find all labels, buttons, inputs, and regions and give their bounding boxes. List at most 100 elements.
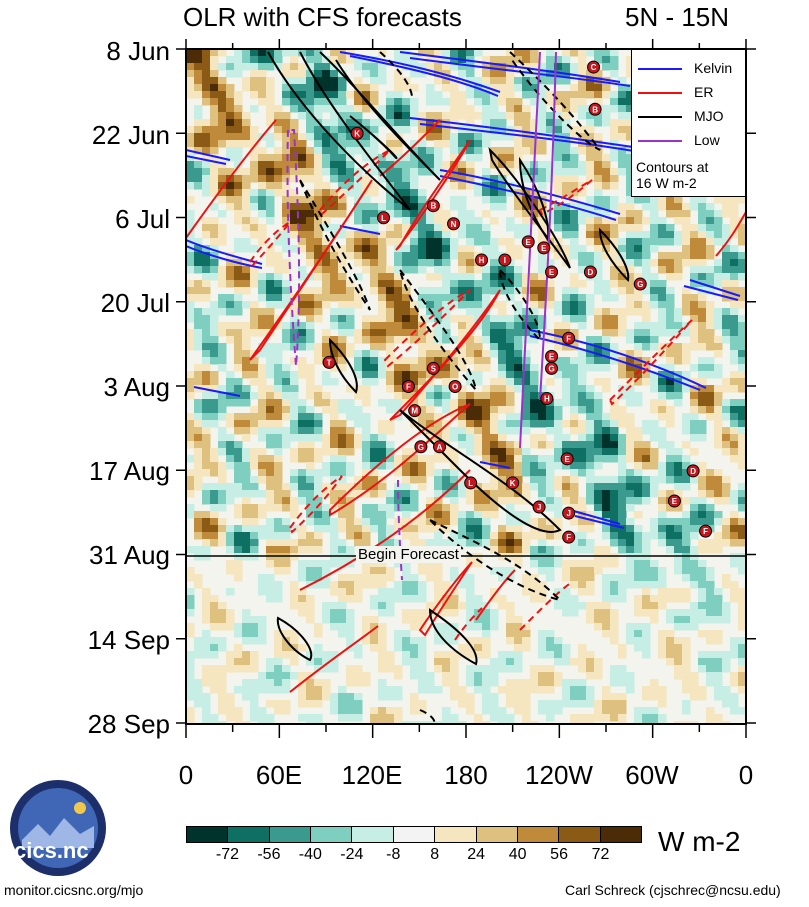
- olr-cell: [738, 672, 746, 680]
- olr-cell: [690, 252, 699, 260]
- olr-cell: [554, 154, 563, 162]
- olr-cell: [482, 238, 491, 246]
- olr-cell: [218, 112, 227, 120]
- olr-cell: [210, 637, 219, 645]
- olr-cell: [642, 378, 651, 386]
- olr-cell: [258, 315, 267, 323]
- olr-cell: [402, 294, 411, 302]
- olr-cell: [602, 476, 611, 484]
- olr-cell: [498, 378, 507, 386]
- olr-cell: [346, 301, 355, 309]
- olr-cell: [418, 238, 427, 246]
- olr-cell: [506, 385, 515, 393]
- olr-cell: [666, 357, 675, 365]
- olr-cell: [570, 609, 579, 617]
- olr-cell: [658, 406, 667, 414]
- olr-cell: [666, 273, 675, 281]
- olr-cell: [506, 497, 515, 505]
- olr-cell: [242, 217, 251, 225]
- olr-cell: [610, 357, 619, 365]
- olr-cell: [466, 259, 475, 267]
- olr-cell: [234, 525, 243, 533]
- olr-cell: [402, 525, 411, 533]
- olr-cell: [426, 231, 435, 239]
- olr-cell: [226, 658, 235, 666]
- olr-cell: [722, 399, 731, 407]
- olr-cell: [706, 329, 715, 337]
- olr-cell: [546, 168, 555, 176]
- olr-cell: [306, 70, 315, 78]
- olr-cell: [698, 511, 707, 519]
- olr-cell: [330, 497, 339, 505]
- olr-cell: [562, 476, 571, 484]
- olr-cell: [706, 392, 715, 400]
- olr-cell: [282, 490, 291, 498]
- olr-cell: [626, 133, 635, 141]
- olr-cell: [290, 119, 299, 127]
- olr-cell: [586, 672, 595, 680]
- olr-cell: [402, 658, 411, 666]
- olr-cell: [306, 189, 315, 197]
- olr-cell: [714, 588, 723, 596]
- olr-cell: [482, 126, 491, 134]
- kelvin-contour: [399, 51, 631, 87]
- olr-cell: [570, 679, 579, 687]
- olr-cell: [290, 651, 299, 659]
- olr-cell: [658, 686, 667, 694]
- olr-cell: [626, 217, 635, 225]
- olr-cell: [562, 679, 571, 687]
- olr-cell: [594, 406, 603, 414]
- olr-cell: [362, 679, 371, 687]
- olr-cell: [426, 434, 435, 442]
- olr-cell: [442, 126, 451, 134]
- olr-cell: [226, 448, 235, 456]
- olr-cell: [626, 63, 635, 71]
- olr-cell: [538, 112, 547, 120]
- olr-cell: [410, 539, 419, 547]
- olr-cell: [330, 259, 339, 267]
- olr-cell: [722, 224, 731, 232]
- olr-cell: [610, 91, 619, 99]
- olr-cell: [202, 126, 211, 134]
- olr-cell: [482, 462, 491, 470]
- olr-cell: [586, 238, 595, 246]
- olr-cell: [658, 287, 667, 295]
- olr-cell: [314, 469, 323, 477]
- olr-cell: [418, 567, 427, 575]
- olr-cell: [578, 308, 587, 316]
- olr-cell: [434, 385, 443, 393]
- olr-cell: [338, 455, 347, 463]
- olr-cell: [562, 119, 571, 127]
- olr-cell: [346, 189, 355, 197]
- olr-cell: [658, 518, 667, 526]
- olr-cell: [522, 294, 531, 302]
- olr-cell: [266, 280, 275, 288]
- olr-cell: [586, 651, 595, 659]
- olr-cell: [386, 665, 395, 673]
- olr-cell: [306, 112, 315, 120]
- olr-cell: [578, 70, 587, 78]
- olr-cell: [530, 273, 539, 281]
- olr-cell: [418, 413, 427, 421]
- olr-cell: [314, 91, 323, 99]
- olr-cell: [554, 245, 563, 253]
- er-contour: [395, 139, 471, 251]
- olr-cell: [626, 126, 635, 134]
- olr-cell: [602, 112, 611, 120]
- olr-cell: [290, 63, 299, 71]
- olr-cell: [538, 476, 547, 484]
- olr-cell: [322, 56, 331, 64]
- olr-cell: [714, 693, 723, 701]
- olr-cell: [522, 574, 531, 582]
- olr-cell: [306, 476, 315, 484]
- olr-cell: [322, 693, 331, 701]
- olr-cell: [690, 266, 699, 274]
- olr-cell: [298, 196, 307, 204]
- olr-cell: [458, 252, 467, 260]
- olr-cell: [490, 287, 499, 295]
- olr-cell: [330, 623, 339, 631]
- olr-cell: [738, 266, 746, 274]
- olr-cell: [458, 364, 467, 372]
- olr-cell: [426, 504, 435, 512]
- olr-cell: [490, 154, 499, 162]
